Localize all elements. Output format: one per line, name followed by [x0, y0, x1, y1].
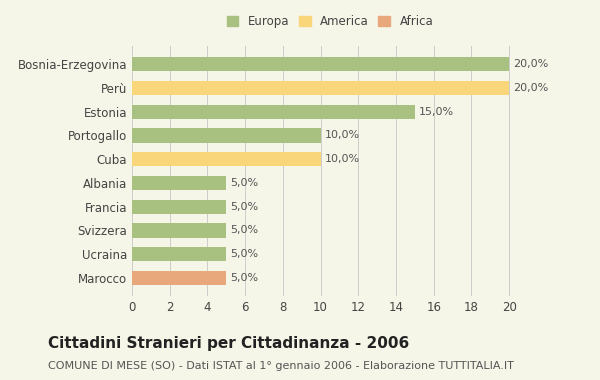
Text: 10,0%: 10,0%	[325, 154, 359, 164]
Bar	[132, 57, 509, 71]
Text: 20,0%: 20,0%	[513, 59, 548, 69]
Bar	[132, 200, 226, 214]
Bar	[132, 105, 415, 119]
Legend: Europa, America, Africa: Europa, America, Africa	[223, 11, 437, 32]
Text: 15,0%: 15,0%	[419, 107, 454, 117]
Bar	[132, 247, 226, 261]
Text: 10,0%: 10,0%	[325, 130, 359, 140]
Text: Cittadini Stranieri per Cittadinanza - 2006: Cittadini Stranieri per Cittadinanza - 2…	[48, 336, 409, 351]
Text: 5,0%: 5,0%	[230, 178, 258, 188]
Bar	[132, 176, 226, 190]
Text: 5,0%: 5,0%	[230, 249, 258, 259]
Bar	[132, 271, 226, 285]
Bar	[132, 81, 509, 95]
Bar	[132, 152, 320, 166]
Text: 5,0%: 5,0%	[230, 202, 258, 212]
Text: COMUNE DI MESE (SO) - Dati ISTAT al 1° gennaio 2006 - Elaborazione TUTTITALIA.IT: COMUNE DI MESE (SO) - Dati ISTAT al 1° g…	[48, 361, 514, 371]
Bar	[132, 223, 226, 238]
Text: 5,0%: 5,0%	[230, 273, 258, 283]
Text: 5,0%: 5,0%	[230, 225, 258, 235]
Text: 20,0%: 20,0%	[513, 83, 548, 93]
Bar	[132, 128, 320, 142]
